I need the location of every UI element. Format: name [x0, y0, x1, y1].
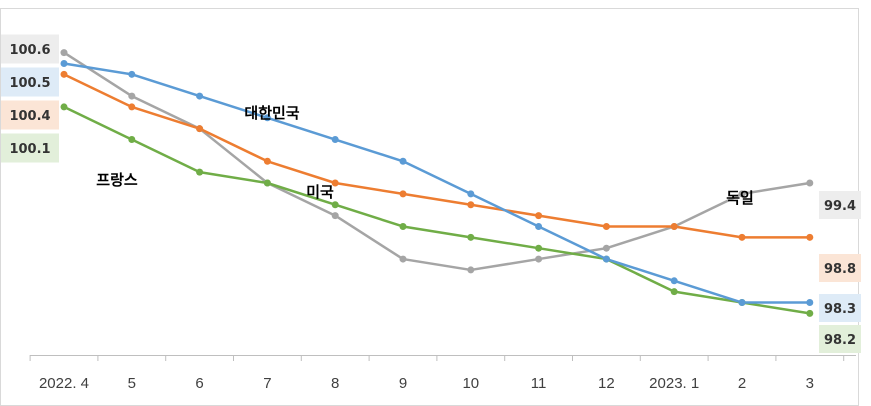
x-tick-label: 2023. 1 [649, 375, 699, 392]
end-value-labels: 98.3 98.8 99.4 98.2 [819, 191, 861, 353]
data-point [60, 59, 68, 67]
start-value-label: 100.1 [1, 133, 59, 163]
data-point [535, 244, 543, 252]
series-line [63, 105, 810, 315]
series-name-label: 독일 [726, 189, 754, 207]
start-value-label-text: 100.5 [9, 76, 50, 91]
data-point [670, 288, 678, 296]
start-value-label-box [1, 100, 59, 130]
end-value-label-box [819, 254, 861, 282]
x-tick-label: 3 [806, 375, 814, 392]
data-point [331, 136, 339, 144]
x-tick-label: 6 [195, 375, 203, 392]
start-value-label-box [1, 34, 59, 64]
data-point [806, 299, 814, 307]
series-name-label: 프랑스 [96, 171, 138, 189]
x-tick-label: 7 [263, 375, 271, 392]
series-line [63, 73, 810, 239]
end-value-label-text: 98.2 [824, 333, 856, 348]
x-tick-label: 8 [331, 375, 339, 392]
series-line [63, 51, 810, 272]
data-point [467, 266, 475, 274]
data-point [738, 233, 746, 241]
data-point [60, 49, 68, 57]
series-lines [63, 51, 810, 315]
data-point [263, 157, 271, 165]
data-point [602, 244, 610, 252]
x-tick-label: 11 [531, 375, 547, 392]
start-value-label: 100.4 [1, 100, 59, 130]
data-point [602, 255, 610, 263]
data-point [535, 222, 543, 230]
chart-frame [0, 8, 859, 406]
data-point [806, 233, 814, 241]
x-tick-label: 2 [738, 375, 746, 392]
data-point [331, 212, 339, 220]
series-name-label: 미국 [306, 183, 334, 201]
data-point [467, 233, 475, 241]
data-point [196, 168, 204, 176]
data-point [535, 212, 543, 220]
x-tick-label: 5 [128, 375, 136, 392]
x-tick-label: 9 [399, 375, 407, 392]
end-value-label: 98.2 [819, 325, 861, 353]
data-point [399, 157, 407, 165]
data-point [399, 190, 407, 198]
data-point [806, 309, 814, 317]
data-point [670, 222, 678, 230]
end-value-label: 98.3 [819, 294, 861, 322]
data-point [535, 255, 543, 263]
data-point [399, 255, 407, 263]
data-point [263, 179, 271, 187]
data-point [196, 125, 204, 133]
start-value-label-text: 100.1 [9, 142, 50, 157]
data-point [331, 179, 339, 187]
data-point [128, 70, 136, 78]
series-line [63, 62, 810, 304]
data-point [806, 179, 814, 187]
x-tick-label: 12 [598, 375, 615, 392]
data-point [128, 103, 136, 111]
start-value-label: 100.5 [1, 67, 59, 97]
data-point [263, 114, 271, 122]
end-value-label-box [819, 325, 861, 353]
end-value-label: 99.4 [819, 191, 861, 219]
data-point [670, 277, 678, 285]
data-point [738, 190, 746, 198]
x-tick-label: 10 [462, 375, 479, 392]
data-point [60, 103, 68, 111]
data-point [738, 299, 746, 307]
x-tick-label: 2022. 4 [39, 375, 89, 392]
series-points [60, 49, 814, 317]
series-name-label: 대한민국 [244, 104, 299, 122]
data-point [196, 92, 204, 100]
start-value-label-box [1, 133, 59, 163]
end-value-label-text: 98.3 [824, 302, 856, 317]
end-value-label-box [819, 294, 861, 322]
data-point [128, 136, 136, 144]
start-value-label-text: 100.4 [9, 109, 50, 124]
start-value-label-box [1, 67, 59, 97]
end-value-label-text: 98.8 [824, 262, 856, 277]
end-value-label: 98.8 [819, 254, 861, 282]
data-point [399, 222, 407, 230]
start-value-label: 100.6 [1, 34, 59, 64]
start-value-labels: 100.6 100.5 100.4 100.1 [1, 34, 59, 163]
data-point [602, 222, 610, 230]
data-point [128, 92, 136, 100]
data-point [467, 201, 475, 209]
data-point [60, 70, 68, 78]
end-value-label-box [819, 191, 861, 219]
x-axis-ticks [29, 355, 845, 361]
data-point [331, 201, 339, 209]
x-axis-tick-labels: 2022. 4 5 6 7 8 9 10 11 12 2023. 1 2 3 [39, 375, 814, 392]
data-point [467, 190, 475, 198]
end-value-label-text: 99.4 [824, 199, 856, 214]
start-value-label-text: 100.6 [9, 43, 50, 58]
